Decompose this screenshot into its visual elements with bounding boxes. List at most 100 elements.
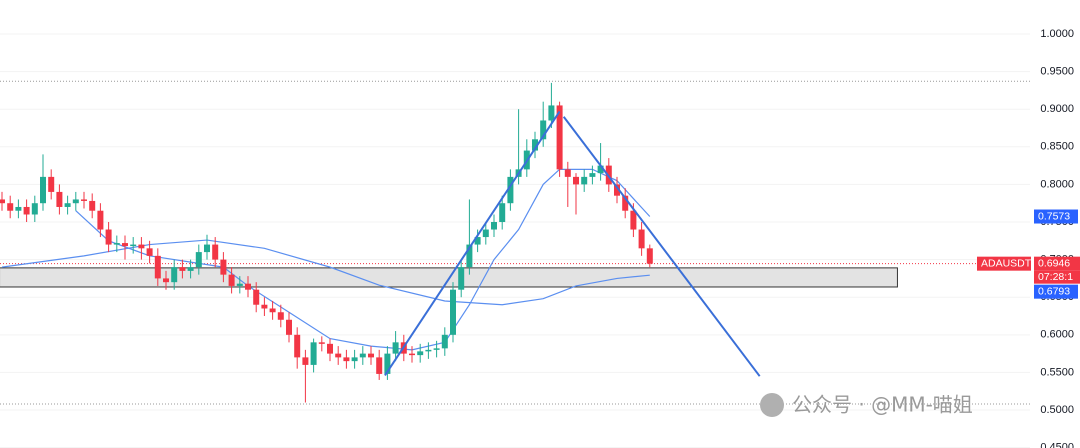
candle-body [212,244,219,260]
y-tick-label: 1.0000 [1040,28,1074,40]
candle-body [277,312,284,320]
y-tick-label: 0.5500 [1040,366,1074,378]
candle-body [81,199,87,201]
candle-body [646,248,653,264]
candle-body [122,243,128,247]
y-tick-label: 0.9500 [1040,66,1074,78]
candle-body [154,255,161,279]
candle-body [15,206,22,211]
candle-body [97,210,104,230]
candle-body [228,274,235,286]
candle-body [245,283,251,290]
watermark-icon [760,393,784,417]
candle-body [31,203,38,215]
candle-body [482,229,489,238]
candle-body [294,334,301,358]
candle-body [581,176,588,185]
y-tick-label: 0.8500 [1040,141,1074,153]
candle-body [458,267,465,290]
candle-body [318,342,325,344]
candle-body [146,248,153,256]
y-tick-label: 0.8000 [1040,178,1074,190]
candle-body [392,342,399,354]
candle-body [343,357,350,362]
candle-body [384,353,391,374]
candle-body [474,237,481,245]
symbol-badge-text: ADAUSDT [981,257,1032,269]
candle-body [630,210,637,230]
countdown-badge-text: 07:28:1 [1038,271,1073,283]
candle-body [269,308,276,313]
candle-body [187,267,194,271]
candle-body [532,139,538,151]
candle-body [417,351,424,356]
candle-body [7,203,14,211]
candle-body [310,342,317,365]
candle-body [614,184,620,196]
y-tick-label: 0.4500 [1040,442,1074,448]
candle-body [130,244,137,247]
candle-body [491,222,497,230]
candle-body [171,267,178,283]
symbol-badge [977,256,1031,271]
candle-body [261,304,268,309]
candle-body [466,244,473,268]
candle-body [425,349,432,352]
trend-line [562,116,761,377]
candle-body [540,120,547,140]
ma-badge-text: 0.7573 [1038,210,1070,222]
candle-body [105,229,112,245]
candle-body [138,244,145,249]
candle-body [507,176,514,204]
candle-body [450,289,456,335]
candle-body [499,203,506,223]
candle-body [622,195,629,211]
candle-body [564,169,571,177]
candle-body [72,199,79,204]
price-badge [1034,256,1080,271]
candle-body [409,353,415,356]
candle-body [573,176,579,185]
candle-body [441,334,448,349]
candle-body [40,176,46,204]
candle-body [327,343,333,354]
candle-body [548,105,555,121]
candle-body [163,278,169,283]
y-tick-label: 0.5000 [1040,404,1074,416]
candle-body [253,289,260,305]
candle-body [89,200,96,211]
candle-body [302,357,309,365]
candle-body [597,165,604,174]
ma-badge-text: 0.6793 [1038,285,1070,297]
candle-body [433,348,440,350]
candle-body [286,319,292,335]
candle-body [23,206,30,215]
candle-body [335,353,342,358]
y-tick-label: 0.6000 [1040,329,1074,341]
candle-body [48,176,55,192]
candle-body [220,259,227,275]
countdown-badge [1034,270,1080,284]
candle-body [368,353,374,358]
candle-body [56,191,63,207]
trend-line [384,110,561,376]
candle-body [359,353,366,358]
candle-body [556,105,563,170]
candle-body [589,173,596,177]
candle-body [351,357,358,362]
candle-body [113,243,120,245]
candle-body [236,283,243,286]
price-badge-text: 0.6946 [1038,257,1070,269]
candle-body [195,252,202,268]
ma-badge [1034,209,1078,224]
candle-body [376,357,383,374]
candle-body [638,229,645,249]
candle-body [64,203,71,207]
ma-badge [1034,284,1078,299]
watermark: 公众号 · @MM-喵姐 [792,393,973,417]
candle-body [204,244,210,253]
candle-body [179,267,186,271]
y-tick-label: 0.9000 [1040,103,1074,115]
